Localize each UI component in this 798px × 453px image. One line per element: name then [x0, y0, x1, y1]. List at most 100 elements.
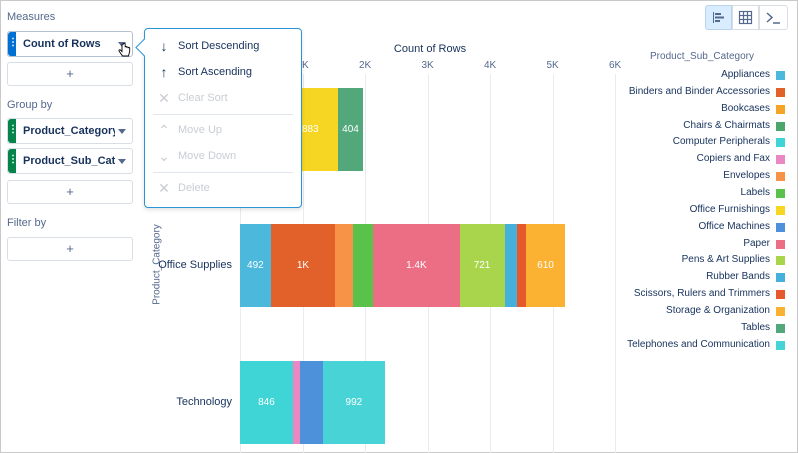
bar-segment[interactable]	[526, 224, 565, 307]
group-pill-label: Product_Category	[23, 125, 115, 137]
legend-item[interactable]: Copiers and Fax	[696, 153, 770, 165]
measure-pill-count-of-rows[interactable]: Count of Rows	[7, 31, 133, 57]
legend-item[interactable]: Scissors, Rulers and Trimmers	[633, 288, 770, 300]
console-view-button[interactable]	[759, 5, 788, 30]
legend-swatch	[776, 121, 785, 131]
chevron-down-icon[interactable]	[118, 129, 126, 134]
legend-item[interactable]: Rubber Bands	[706, 271, 770, 283]
bar-segment[interactable]	[373, 224, 460, 307]
legend-swatch	[776, 239, 785, 249]
legend-item[interactable]: Office Furnishings	[689, 203, 770, 215]
menu-item-sort-ascending[interactable]: ↑ Sort Ascending	[155, 63, 295, 83]
chevron-up-icon: ⌃	[158, 122, 170, 138]
legend-item[interactable]: Chairs & Chairmats	[683, 119, 770, 131]
legend-swatch	[776, 172, 785, 182]
close-icon: ✕	[158, 180, 170, 196]
group-pill-product-sub-category[interactable]: Product_Sub_Cat...	[7, 148, 133, 174]
bar-segment[interactable]	[299, 361, 323, 444]
menu-item-clear-sort[interactable]: ✕ Clear Sort	[158, 90, 228, 106]
legend-item[interactable]: Office Machines	[698, 220, 770, 232]
legend-swatch	[776, 104, 785, 114]
bar-chart-view-button[interactable]	[705, 5, 732, 30]
filter-by-label: Filter by	[7, 217, 47, 229]
x-axis-title: Count of Rows	[393, 43, 467, 55]
legend-item[interactable]: Envelopes	[723, 170, 770, 182]
legend-item[interactable]: Computer Peripherals	[672, 136, 770, 148]
bar-segment[interactable]	[292, 361, 300, 444]
x-tick-label: 1K	[296, 60, 309, 71]
drag-handle-icon[interactable]	[8, 149, 16, 173]
legend-item[interactable]: Bookcases	[721, 102, 770, 114]
legend-swatch	[776, 290, 785, 300]
bar-segment[interactable]	[240, 361, 293, 444]
legend-swatch	[776, 273, 785, 283]
bar-segment[interactable]	[517, 224, 527, 307]
drag-handle-icon[interactable]	[8, 119, 16, 143]
legend-swatch	[776, 188, 785, 198]
bar-data-label: 610	[537, 259, 554, 271]
measure-options-menu: ↓ Sort Descending ↑ Sort Ascending ✕ Cle…	[144, 28, 302, 208]
legend-swatch	[776, 256, 785, 266]
bar-segment[interactable]	[459, 224, 505, 307]
menu-divider	[153, 172, 293, 173]
add-filter-button[interactable]: +	[7, 237, 133, 261]
chevron-down-icon[interactable]	[118, 159, 126, 164]
gridline	[615, 74, 616, 453]
hand-cursor-icon	[118, 43, 131, 57]
group-by-label: Group by	[7, 99, 53, 111]
bar-data-label: 404	[342, 123, 359, 135]
bar-segment[interactable]	[337, 88, 364, 171]
bar-data-label: 721	[473, 259, 491, 271]
table-icon	[738, 10, 753, 25]
legend-swatch	[776, 87, 785, 97]
bar-segment[interactable]	[335, 224, 353, 307]
menu-divider	[153, 114, 293, 115]
legend-swatch	[776, 306, 785, 316]
bar-data-label: 883	[301, 123, 319, 135]
legend-item[interactable]: Telephones and Communication	[627, 338, 770, 350]
legend-swatch	[776, 155, 785, 165]
menu-item-sort-descending[interactable]: ↓ Sort Descending	[155, 37, 295, 57]
drag-handle-icon[interactable]	[8, 32, 16, 56]
arrow-up-icon: ↑	[160, 64, 168, 80]
menu-item-delete[interactable]: ✕ Delete	[158, 180, 210, 196]
table-view-button[interactable]	[732, 5, 759, 30]
measure-pill-label: Count of Rows	[23, 38, 101, 50]
add-measure-button[interactable]: +	[7, 62, 133, 86]
legend-swatch	[776, 138, 785, 148]
bar-chart-icon	[713, 12, 724, 23]
measures-label: Measures	[7, 11, 56, 23]
bar-segment[interactable]	[504, 224, 518, 307]
bar-data-label: 492	[247, 259, 264, 271]
legend-swatch	[776, 71, 785, 80]
legend-item[interactable]: Pens & Art Supplies	[681, 254, 770, 266]
bar-data-label: 1K	[296, 259, 310, 271]
bar-segment[interactable]	[270, 224, 336, 307]
bar-data-label: 1.4K	[406, 259, 427, 271]
add-group-button[interactable]: +	[7, 180, 133, 204]
bar-segment[interactable]	[352, 224, 374, 307]
group-pill-product-category[interactable]: Product_Category	[7, 118, 133, 144]
x-tick-label: 4K	[484, 60, 497, 71]
bar-segment[interactable]	[322, 361, 385, 444]
legend-title: Product_Sub_Category	[650, 51, 754, 62]
legend-item[interactable]: Storage & Organization	[666, 304, 770, 316]
x-tick-label: 3K	[421, 60, 434, 71]
legend-item[interactable]: Paper	[743, 237, 770, 249]
legend-item[interactable]: Labels	[740, 186, 770, 198]
legend-item[interactable]: Binders and Binder Accessories	[628, 85, 770, 97]
bar-data-label: 846	[258, 396, 275, 408]
x-tick-label: 6K	[609, 60, 622, 71]
x-tick-label: 2K	[359, 60, 372, 71]
legend-item[interactable]: Tables	[741, 321, 770, 333]
close-icon: ✕	[158, 90, 170, 106]
bar-data-label: 992	[345, 396, 363, 408]
legend-swatch	[776, 340, 785, 350]
bar-segment[interactable]	[240, 224, 271, 307]
group-pill-label: Product_Sub_Cat...	[23, 155, 115, 167]
console-icon	[766, 12, 780, 24]
legend-item[interactable]: Appliances	[721, 69, 770, 80]
menu-item-move-down[interactable]: ⌄ Move Down	[158, 148, 237, 164]
chevron-down-icon: ⌄	[158, 148, 170, 164]
menu-item-move-up[interactable]: ⌃ Move Up	[158, 122, 223, 138]
